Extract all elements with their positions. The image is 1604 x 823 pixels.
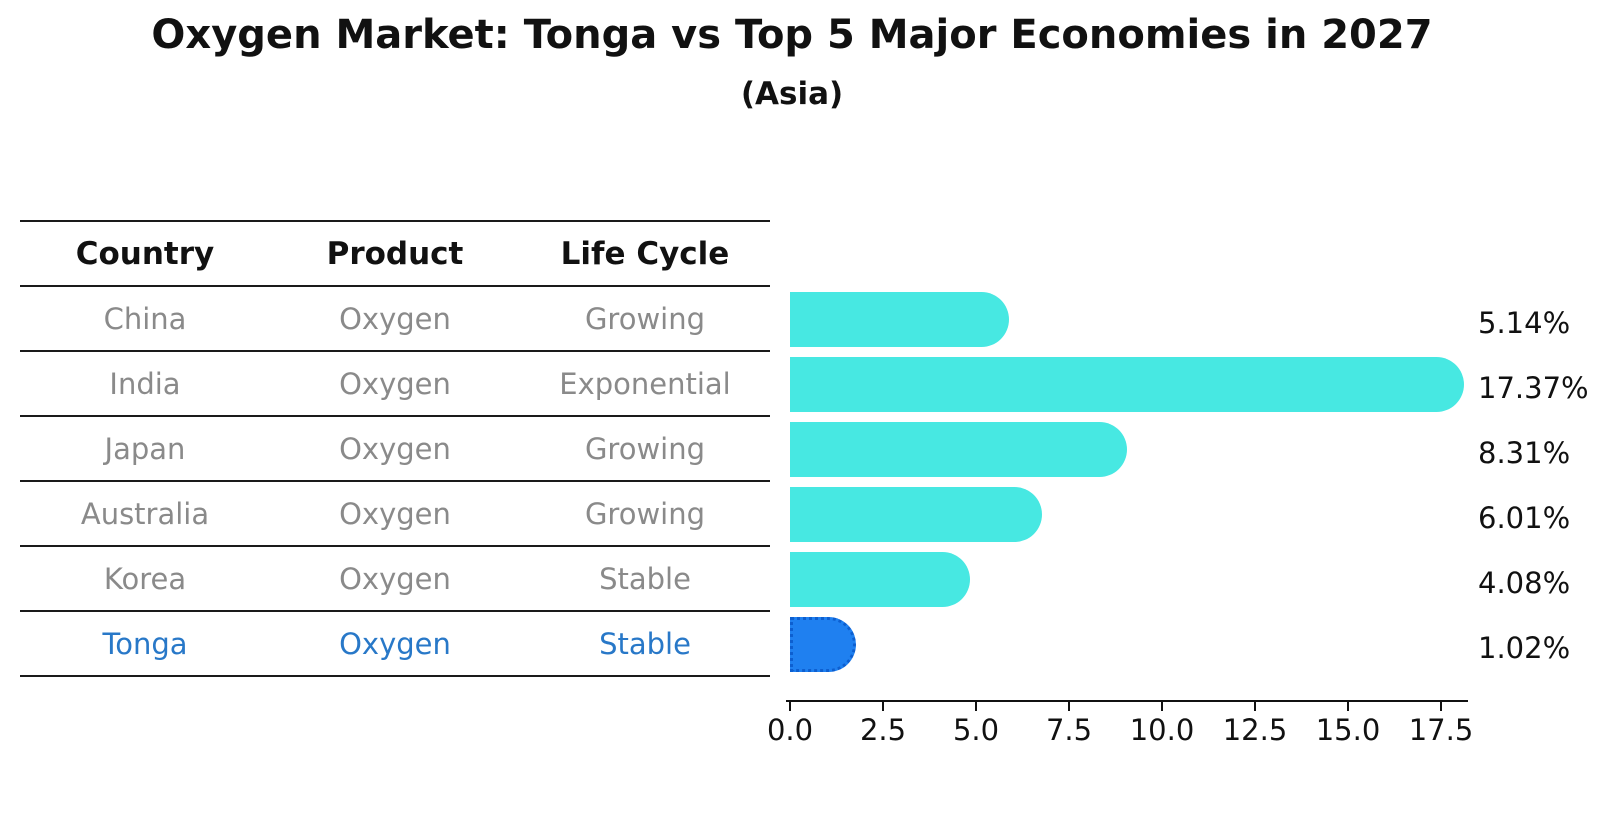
table-row: Korea Oxygen Stable <box>20 547 770 612</box>
table-row: China Oxygen Growing <box>20 287 770 352</box>
cell-life-cycle: Stable <box>599 626 691 661</box>
column-header-life-cycle: Life Cycle <box>560 235 730 272</box>
cell-country: Korea <box>103 561 187 596</box>
cell-life-cycle: Growing <box>584 431 706 466</box>
tick-label: 0.0 <box>766 713 814 747</box>
bar-japan <box>790 422 1128 477</box>
bar-korea <box>790 552 970 607</box>
column-header-country: Country <box>75 235 215 272</box>
cell-product: Oxygen <box>339 431 451 466</box>
chart-title: Oxygen Market: Tonga vs Top 5 Major Econ… <box>151 12 1433 58</box>
tick-mark <box>1068 702 1070 711</box>
bar-india <box>790 357 1465 412</box>
cell-product: Oxygen <box>339 626 451 661</box>
cell-life-cycle: Growing <box>584 301 706 336</box>
tick-mark <box>1347 702 1349 711</box>
cell-country: Japan <box>104 431 186 466</box>
tick-mark <box>975 702 977 711</box>
cell-country: Tonga <box>102 626 188 661</box>
cell-product: Oxygen <box>339 496 451 531</box>
cell-product: Oxygen <box>339 366 451 401</box>
tick-label: 10.0 <box>1129 713 1195 747</box>
cell-life-cycle: Growing <box>584 496 706 531</box>
table-row-highlighted: Tonga Oxygen Stable <box>20 612 770 677</box>
tick-mark <box>1254 702 1256 711</box>
value-label: 4.08% <box>1478 565 1571 600</box>
country-table: Country Product Life Cycle China Oxygen … <box>20 220 770 677</box>
tick-mark <box>789 702 791 711</box>
value-label: 17.37% <box>1478 370 1589 405</box>
tick-mark <box>882 702 884 711</box>
tick-label: 2.5 <box>859 713 907 747</box>
value-label: 8.31% <box>1478 435 1571 470</box>
tick-mark <box>1440 702 1442 711</box>
tick-label: 17.5 <box>1408 713 1474 747</box>
cell-life-cycle: Stable <box>599 561 691 596</box>
table-header-row: Country Product Life Cycle <box>20 220 770 287</box>
cell-product: Oxygen <box>339 301 451 336</box>
table-row: Australia Oxygen Growing <box>20 482 770 547</box>
tick-label: 7.5 <box>1045 713 1093 747</box>
tick-label: 15.0 <box>1315 713 1381 747</box>
x-axis-line <box>786 700 1468 702</box>
cell-country: Australia <box>80 496 210 531</box>
bar-tonga-highlighted <box>790 617 856 672</box>
table-row: Japan Oxygen Growing <box>20 417 770 482</box>
value-label: 5.14% <box>1478 305 1571 340</box>
chart-subtitle: (Asia) <box>740 76 844 112</box>
cell-country: India <box>109 366 181 401</box>
cell-country: China <box>103 301 187 336</box>
value-label: 6.01% <box>1478 500 1571 535</box>
cell-life-cycle: Exponential <box>559 366 731 401</box>
bar-china <box>790 292 1010 347</box>
cell-product: Oxygen <box>339 561 451 596</box>
tick-mark <box>1161 702 1163 711</box>
column-header-product: Product <box>326 235 464 272</box>
bar-australia <box>790 487 1042 542</box>
tick-label: 5.0 <box>952 713 1000 747</box>
value-label: 1.02% <box>1478 630 1571 665</box>
tick-label: 12.5 <box>1222 713 1288 747</box>
table-row: India Oxygen Exponential <box>20 352 770 417</box>
